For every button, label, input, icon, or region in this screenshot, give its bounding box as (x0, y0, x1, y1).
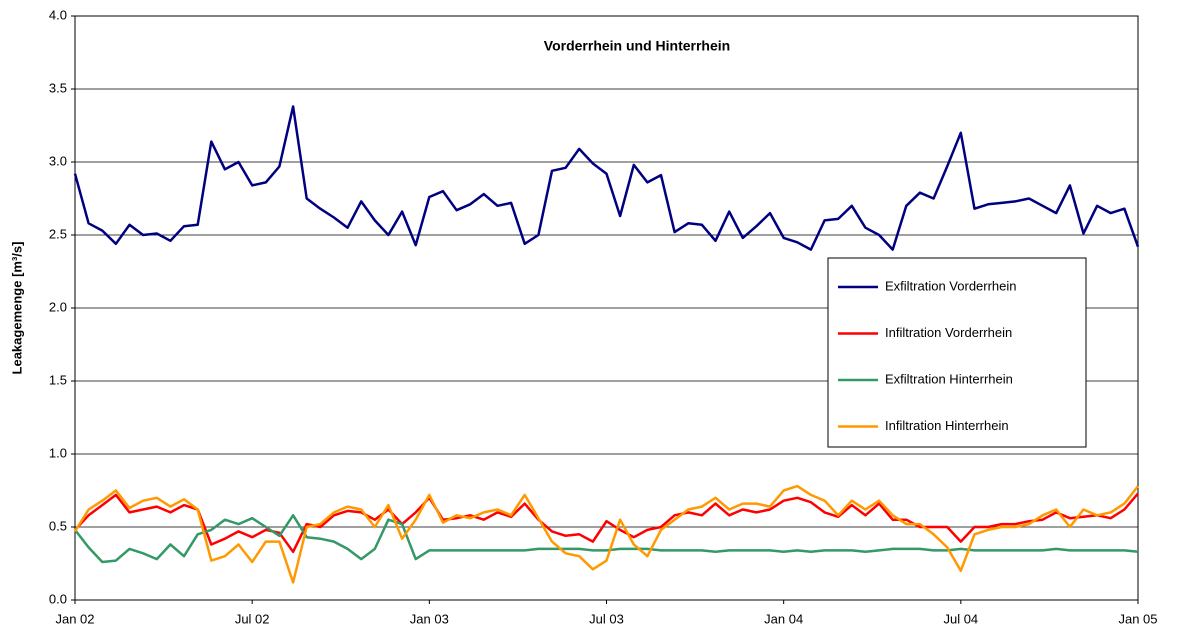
x-tick-label: Jul 04 (943, 611, 978, 626)
y-tick-label: 1.0 (49, 445, 67, 460)
y-tick-label: 4.0 (49, 7, 67, 22)
y-tick-label: 2.5 (49, 226, 67, 241)
y-tick-label: 3.5 (49, 80, 67, 95)
x-tick-label: Jan 04 (764, 611, 803, 626)
x-tick-label: Jan 02 (55, 611, 94, 626)
series-line (73, 105, 1140, 251)
x-tick-label: Jul 03 (589, 611, 624, 626)
legend-label: Exfiltration Hinterrhein (885, 371, 1013, 386)
y-tick-label: 0.0 (49, 591, 67, 606)
legend-label: Exfiltration Vorderrhein (885, 278, 1017, 293)
x-tick-label: Jul 02 (235, 611, 270, 626)
chart-title: Vorderrhein und Hinterrhein (544, 38, 730, 54)
series-line (74, 492, 1139, 554)
legend-box (827, 257, 1087, 448)
y-axis-label: Leakagemenge [m³/s] (9, 242, 24, 375)
series-line (73, 484, 1139, 584)
series-line (74, 514, 1139, 564)
y-tick-label: 3.0 (49, 153, 67, 168)
y-tick-label: 1.5 (49, 372, 67, 387)
x-tick-label: Jan 03 (410, 611, 449, 626)
x-tick-label: Jan 05 (1118, 611, 1157, 626)
legend-label: Infiltration Hinterrhein (885, 418, 1009, 433)
legend-label: Infiltration Vorderrhein (885, 325, 1012, 340)
y-tick-label: 0.5 (49, 518, 67, 533)
y-tick-label: 2.0 (49, 299, 67, 314)
